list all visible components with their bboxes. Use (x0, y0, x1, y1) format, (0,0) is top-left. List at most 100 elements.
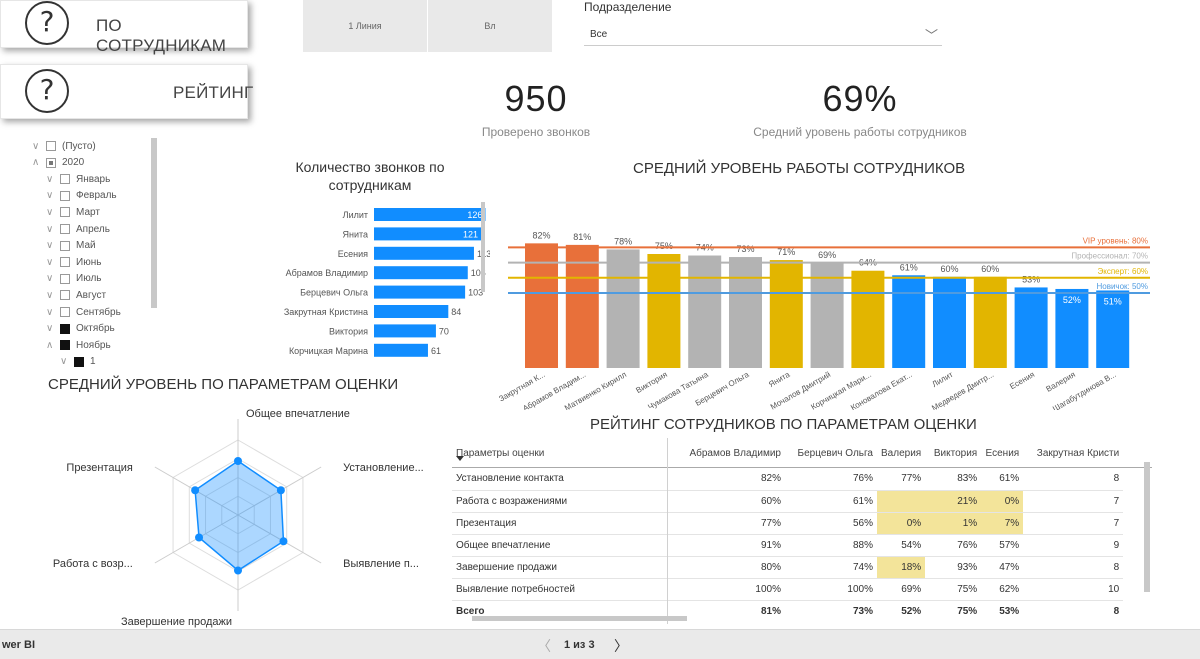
level-value-label: 51% (1104, 296, 1122, 306)
checkbox[interactable] (60, 257, 70, 268)
level-bar-chart: 82%Закрутная К...81%Абрамов Владим...78%… (497, 230, 1150, 410)
checkbox[interactable] (60, 190, 70, 201)
chevron-down-icon[interactable]: ∨ (46, 273, 54, 285)
tree-item-label: Май (76, 240, 96, 252)
tree-item-label: Июнь (76, 256, 102, 268)
checkbox[interactable] (60, 273, 70, 284)
chevron-down-icon[interactable]: ∨ (46, 323, 54, 335)
checkbox[interactable] (60, 240, 70, 251)
tree-item[interactable]: ∨ Февраль (46, 188, 117, 204)
calls-value-label: 121 (463, 229, 478, 239)
rating-table-container: Параметры оценки Абрамов Владимир Берцевич… (452, 438, 1152, 624)
tree-item[interactable]: ∨ Октябрь (46, 321, 115, 337)
chevron-down-icon[interactable]: ∨ (46, 206, 54, 218)
table-row: Установление контакта 82% 76% 77% 83% 61% 8 (452, 468, 1124, 491)
horizontal-scrollbar[interactable] (472, 616, 687, 621)
level-bar (565, 244, 599, 368)
table-cell: 77% (877, 468, 926, 491)
checkbox[interactable] (60, 290, 70, 301)
radar-point (276, 486, 285, 495)
tree-item[interactable]: ∨ Январь (46, 171, 110, 187)
tree-scrollbar[interactable] (151, 138, 157, 308)
checkbox[interactable] (60, 340, 70, 351)
calls-value-label: 126 (467, 210, 482, 220)
calls-category-label: Виктория (329, 326, 368, 336)
tree-item[interactable]: ∨ Май (46, 238, 96, 254)
chevron-down-icon: ﹀ (924, 28, 938, 43)
level-bar (1055, 288, 1089, 368)
tree-item[interactable]: ∨ 1 (60, 354, 96, 370)
chevron-down-icon[interactable]: ∨ (46, 240, 54, 252)
chevron-down-icon[interactable]: ∨ (46, 190, 54, 202)
checkbox[interactable] (60, 224, 70, 234)
table-column-header[interactable]: Виктория (933, 447, 978, 459)
checkbox[interactable] (60, 174, 70, 185)
table-cell: 74% (785, 556, 877, 579)
tree-item[interactable]: ∨ Март (46, 204, 100, 220)
radar-chart: Общее впечатление Установление... Выявлени… (53, 408, 424, 628)
tree-item[interactable]: ∧ Ноябрь (46, 337, 111, 353)
nav-card-employees[interactable]: ? ПО СОТРУДНИКАМ (0, 0, 248, 55)
table-cell: 9 (1023, 534, 1124, 557)
table-column-header[interactable]: Закрутная Кристи (1036, 447, 1120, 459)
tree-item[interactable]: ∨ Август (46, 287, 106, 303)
checkbox[interactable] (46, 141, 56, 151)
table-total-row: Всего 81% 73% 52% 75% 53% 8 (452, 600, 1123, 622)
checkbox[interactable] (60, 323, 70, 334)
radar-point (234, 566, 242, 575)
chevron-down-icon[interactable]: ∨ (46, 256, 54, 268)
level-bar (729, 257, 762, 368)
calls-bar (374, 208, 486, 221)
checkbox[interactable] (60, 207, 70, 218)
table-column-header[interactable]: Параметры оценки (456, 447, 545, 459)
tree-item-label: Март (76, 206, 100, 218)
help-circle-icon: ? (25, 1, 69, 45)
chevron-down-icon[interactable]: ∨ (46, 289, 54, 301)
table-cell: Общее впечатление (452, 534, 667, 557)
table-sort-icon[interactable] (456, 456, 464, 461)
nav-employees-label: ПО СОТРУДНИКАМ (96, 16, 227, 55)
checkbox[interactable] (60, 307, 70, 317)
tree-item-label: Август (76, 289, 107, 301)
tree-item-label: Апрель (76, 223, 110, 235)
kpi-level-value: 69% (822, 78, 898, 119)
slicer-button-vl[interactable]: Вл (428, 0, 552, 52)
calls-bar (374, 227, 482, 241)
date-tree-slicer[interactable]: ∨ (Пусто) ∧ 2020 ∨ Январь ∨ Февраль ∨ Март ∨ Апрель… (0, 138, 160, 368)
level-bar (892, 275, 926, 368)
tree-item[interactable]: ∨ (Пусто) (32, 138, 96, 154)
tree-item[interactable]: ∧ 2020 (32, 155, 84, 171)
table-cell: 7% (981, 512, 1024, 535)
level-value-label: 69% (818, 250, 836, 260)
tree-item[interactable]: ∨ Июнь (46, 254, 101, 270)
table-cell: 100% (785, 578, 877, 601)
slicer-button-line1[interactable]: 1 Линия (303, 0, 427, 52)
chevron-up-icon[interactable]: ∧ (46, 339, 54, 351)
checkbox[interactable] (74, 356, 84, 367)
department-label: Подразделение (584, 0, 672, 14)
table-cell: Работа с возражениями (452, 490, 667, 513)
table-column-header[interactable]: Берцевич Ольга (797, 447, 873, 459)
table-column-header[interactable]: Абрамов Владимир (689, 447, 781, 459)
tree-item[interactable]: ∨ Июль (46, 271, 102, 287)
chevron-up-icon[interactable]: ∧ (32, 157, 40, 169)
next-page-icon[interactable]: 〉 (614, 638, 628, 654)
chevron-down-icon[interactable]: ∨ (60, 356, 68, 368)
vertical-scrollbar[interactable] (1144, 462, 1150, 592)
table-column-header[interactable]: Есения (985, 447, 1020, 459)
tree-item[interactable]: ∨ Апрель (46, 221, 110, 237)
table-cell: 83% (925, 468, 982, 491)
department-dropdown[interactable]: Все ﹀ (584, 22, 942, 46)
checkbox[interactable] (46, 157, 56, 168)
table-column-header[interactable]: Валерия (881, 447, 922, 459)
chevron-down-icon[interactable]: ∨ (46, 223, 54, 235)
table-cell: 8 (1023, 556, 1124, 579)
level-bar (606, 249, 640, 368)
nav-card-rating[interactable]: ? РЕЙТИНГ (0, 64, 253, 119)
chevron-down-icon[interactable]: ∨ (46, 306, 54, 318)
tree-item[interactable]: ∨ Сентябрь (46, 304, 121, 320)
chevron-down-icon[interactable]: ∨ (32, 140, 40, 152)
prev-page-icon[interactable]: 〈 (537, 638, 551, 654)
level-value-label: 60% (981, 264, 999, 274)
chevron-down-icon[interactable]: ∨ (46, 173, 54, 185)
